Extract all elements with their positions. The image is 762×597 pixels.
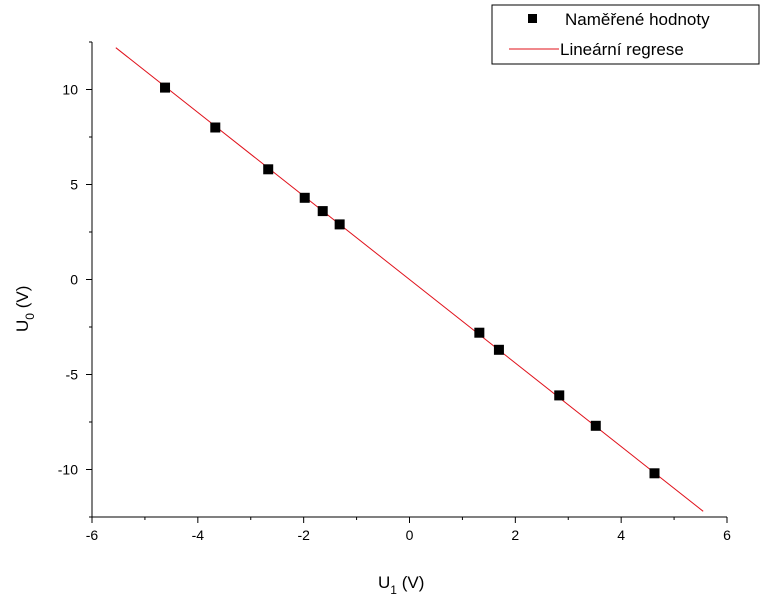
data-point: [334, 219, 345, 230]
data-point: [263, 164, 274, 175]
data-point: [649, 468, 660, 479]
data-point: [590, 420, 601, 431]
x-tick-label: 2: [511, 527, 519, 543]
data-point: [299, 192, 310, 203]
regression-line: [115, 47, 704, 512]
axes: -6 -4 -2 0 2 4 6 -10 -5 0 5 10: [58, 41, 731, 543]
y-tick-label: 0: [70, 272, 78, 288]
y-tick-label: 10: [62, 82, 78, 98]
x-tick-label: -6: [86, 527, 99, 543]
x-tick-label: 6: [723, 527, 731, 543]
x-tick-label: 4: [617, 527, 625, 543]
y-tick-label: -10: [58, 462, 78, 478]
legend-label-measured: Naměřené hodnoty: [565, 10, 710, 29]
y-axis-title: U0 (V): [13, 286, 37, 332]
x-axis-title: U1 (V): [378, 573, 424, 597]
data-point: [554, 390, 565, 401]
y-tick-label: -5: [66, 367, 79, 383]
legend-label-regression: Lineární regrese: [560, 40, 684, 59]
legend: Naměřené hodnoty Lineární regrese: [491, 4, 760, 65]
x-tick-label: 0: [406, 527, 414, 543]
x-tick-label: -2: [297, 527, 310, 543]
data-point: [474, 327, 485, 338]
y-tick-label: 5: [70, 177, 78, 193]
plot-area: [115, 47, 704, 512]
data-point: [493, 344, 504, 355]
legend-marker-measured: [528, 14, 537, 23]
x-tick-label: -4: [192, 527, 205, 543]
data-point: [160, 82, 171, 93]
data-point: [210, 122, 221, 133]
svg-text:U0 (V): U0 (V): [13, 286, 37, 332]
svg-text:U1 (V): U1 (V): [378, 573, 424, 597]
data-point: [317, 206, 328, 217]
